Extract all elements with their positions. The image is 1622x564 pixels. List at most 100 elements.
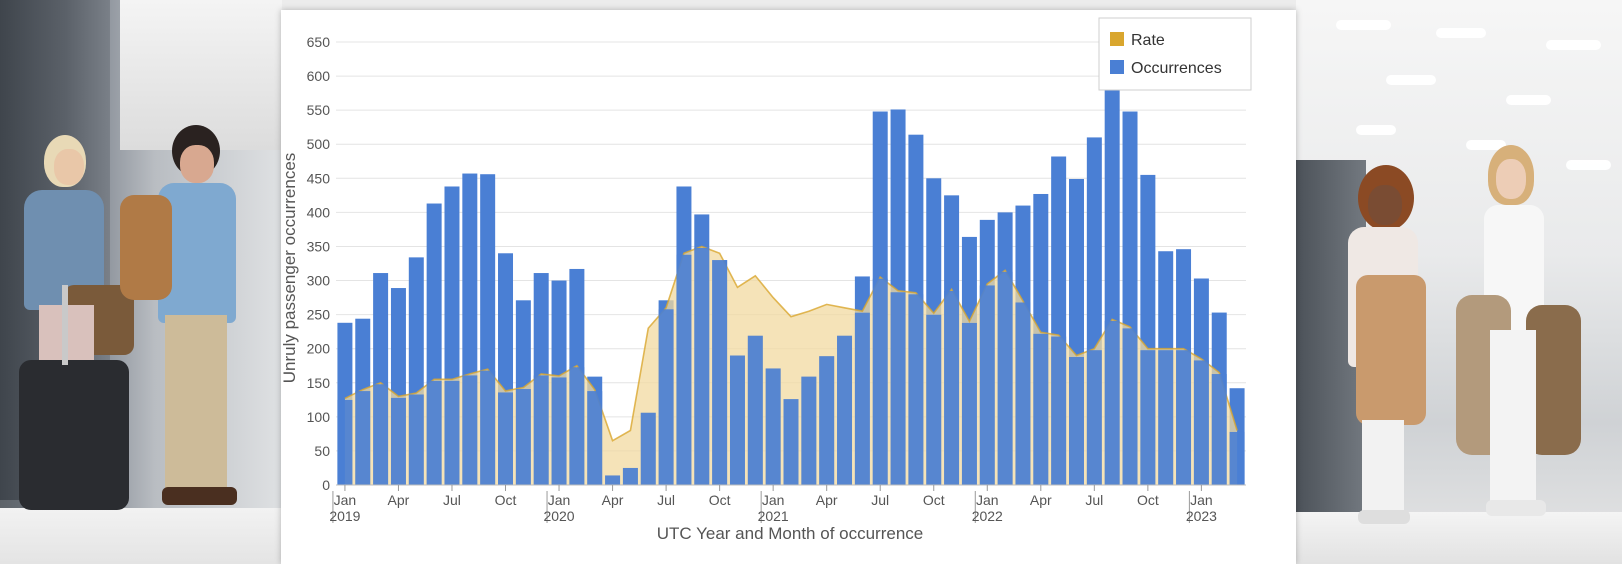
- legend-occurrences-label: Occurrences: [1131, 60, 1222, 77]
- occurrences-bar-overlay: [926, 314, 942, 485]
- x-tick-month-label: Oct: [923, 492, 945, 508]
- occurrences-bar-overlay: [1211, 374, 1227, 485]
- occurrences-bar-overlay: [605, 475, 621, 485]
- occurrences-bar-overlay: [1176, 350, 1192, 485]
- occurrences-bar-overlay: [961, 322, 977, 485]
- occurrences-bar-overlay: [1051, 336, 1067, 485]
- y-tick-label: 200: [307, 341, 331, 357]
- terminal-floor: [0, 508, 282, 564]
- legend: Rate Occurrences: [1098, 17, 1252, 91]
- ceiling-light: [1506, 95, 1551, 105]
- occurrences-bar-overlay: [622, 467, 638, 485]
- traveler-woman-with-coat: [1336, 165, 1446, 535]
- occurrences-bar-overlay: [1104, 320, 1120, 485]
- x-tick-month-label: Jul: [657, 492, 675, 508]
- y-tick-label: 50: [314, 443, 330, 459]
- occurrences-bar-overlay: [640, 412, 656, 485]
- y-tick-label: 500: [307, 136, 331, 152]
- y-axis: 0 50 100 150 200 250 300 350 400 450 500 550 600 650: [307, 34, 331, 493]
- occurrences-bar-overlay: [337, 399, 353, 485]
- y-tick-label: 0: [322, 477, 330, 493]
- x-tick-year-label: 2022: [972, 508, 1003, 524]
- occurrences-bar-overlay: [480, 370, 496, 485]
- y-tick-label: 150: [307, 375, 331, 391]
- occurrences-bar-overlay: [587, 391, 603, 485]
- occurrences-bar-overlay: [837, 335, 853, 485]
- x-tick-month-label: Jul: [871, 492, 889, 508]
- occurrences-bar-overlay: [1193, 360, 1209, 485]
- occurrences-bar-overlay: [1086, 350, 1102, 485]
- y-tick-label: 650: [307, 34, 331, 50]
- background-photo-right: [1296, 0, 1622, 564]
- ceiling-light: [1356, 125, 1396, 135]
- occurrences-bar-overlay: [658, 309, 674, 485]
- x-tick-month-label: Jan: [976, 492, 999, 508]
- occurrences-bar-overlay: [390, 397, 406, 485]
- occurrences-bar-overlay: [569, 367, 585, 485]
- x-tick-month-label: Apr: [388, 492, 410, 508]
- rate-area: [337, 245, 1245, 485]
- terminal-floor: [1296, 512, 1622, 564]
- ceiling-light: [1436, 28, 1486, 38]
- ceiling-light: [1466, 140, 1506, 150]
- x-tick-month-label: Jan: [762, 492, 785, 508]
- occurrences-bar-overlay: [462, 375, 478, 485]
- x-tick-year-label: 2021: [758, 508, 789, 524]
- x-tick-month-label: Apr: [1030, 492, 1052, 508]
- legend-rate-swatch: [1110, 32, 1124, 46]
- x-tick-year-label: 2019: [329, 508, 360, 524]
- x-axis-label: UTC Year and Month of occurrence: [657, 524, 923, 543]
- ceiling-light: [1336, 20, 1391, 30]
- occurrences-bar-overlay: [1033, 333, 1049, 485]
- legend-box: [1098, 17, 1252, 91]
- ceiling-light: [1546, 40, 1601, 50]
- occurrences-bar-overlay: [498, 392, 514, 485]
- y-tick-label: 450: [307, 170, 331, 186]
- occurrences-bar-overlay: [997, 271, 1013, 485]
- occurrences-bar-overlay: [373, 384, 389, 485]
- y-tick-label: 400: [307, 204, 331, 220]
- occurrences-bar-overlay: [712, 260, 728, 485]
- x-tick-year-label: 2020: [543, 508, 574, 524]
- occurrences-bar-overlay: [979, 285, 995, 485]
- ceiling-light: [1566, 160, 1611, 170]
- x-tick-month-label: Jul: [1085, 492, 1103, 508]
- occurrences-bar-overlay: [1158, 350, 1174, 485]
- occurrences-bar-overlay: [801, 376, 817, 485]
- occurrences-bar-overlay: [765, 368, 781, 485]
- occurrences-bar-overlay: [729, 355, 745, 485]
- occurrences-bar-overlay: [819, 356, 835, 485]
- chart-card: 0 50 100 150 200 250 300 350 400 450 500 550 600 650 …: [281, 10, 1296, 564]
- x-tick-month-label: Apr: [602, 492, 624, 508]
- occurrences-bar-overlay: [854, 312, 870, 485]
- occurrences-bar-overlay: [890, 292, 906, 485]
- x-tick-month-label: Jan: [1190, 492, 1213, 508]
- y-tick-label: 100: [307, 409, 331, 425]
- occurrences-bar-overlay: [747, 335, 763, 485]
- x-tick-year-label: 2023: [1186, 508, 1217, 524]
- occurrences-bar-overlay: [426, 380, 442, 485]
- occurrences-bar-overlay: [676, 254, 692, 485]
- occurrences-bar-overlay: [551, 377, 567, 485]
- occurrences-bar-overlay: [1068, 357, 1084, 485]
- y-tick-label: 300: [307, 273, 331, 289]
- y-tick-label: 600: [307, 68, 331, 84]
- occurrences-bar-overlay: [1015, 302, 1031, 485]
- traveler-woman-with-puffer-jacket: [1446, 145, 1586, 535]
- x-tick-month-label: Oct: [495, 492, 517, 508]
- occurrences-bar-overlay: [1140, 350, 1156, 485]
- y-tick-label: 350: [307, 238, 331, 254]
- legend-rate-label: Rate: [1131, 32, 1165, 49]
- legend-occurrences-swatch: [1110, 60, 1124, 74]
- x-tick-month-label: Jul: [443, 492, 461, 508]
- y-tick-label: 550: [307, 102, 331, 118]
- occurrences-bar-overlay: [908, 294, 924, 485]
- occurrences-bar-overlay: [1122, 328, 1138, 485]
- x-tick-month-label: Apr: [816, 492, 838, 508]
- occurrences-bar-overlay: [408, 394, 424, 485]
- x-tick-month-label: Oct: [1137, 492, 1159, 508]
- x-tick-month-label: Oct: [709, 492, 731, 508]
- occurrences-bar-overlay: [444, 380, 460, 485]
- occurrences-bar-overlay: [1229, 431, 1245, 485]
